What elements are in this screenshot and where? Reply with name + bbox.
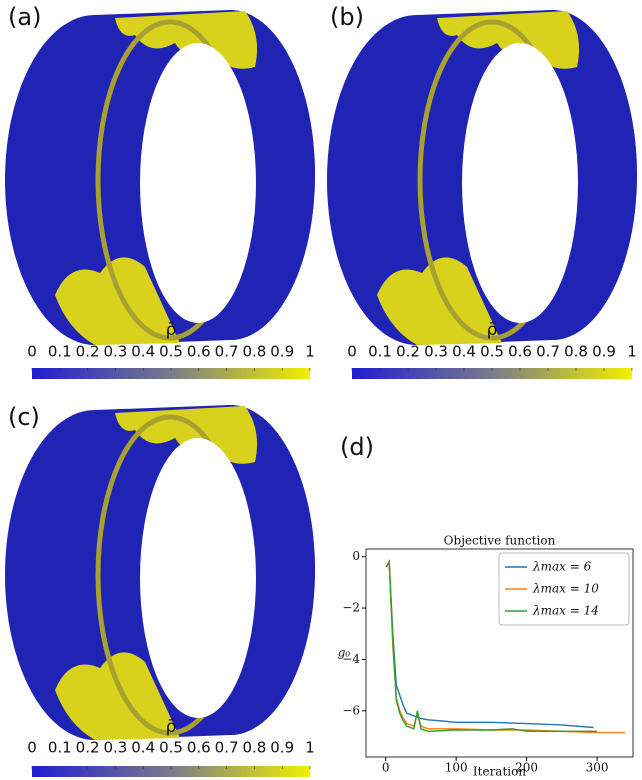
chart-title: Objective function: [444, 534, 556, 548]
y-tick-label: −4: [342, 652, 360, 666]
colorbar-tick-label: 0.8: [242, 739, 266, 757]
colorbar-tick-label: 0.7: [536, 343, 560, 361]
panel-label: (c): [8, 403, 40, 431]
x-tick-label: 300: [586, 761, 609, 775]
x-tick-label: 200: [515, 761, 538, 775]
colorbar-tick-label: 0: [27, 739, 37, 757]
colorbar-tick-label: 0.6: [187, 343, 211, 361]
y-tick-label: −2: [342, 601, 360, 615]
colorbar-tick-label: 0.2: [396, 343, 420, 361]
y-tick-label: −6: [342, 703, 360, 717]
colorbar-tick-label: 0.8: [564, 343, 588, 361]
colorbar-tick-label: 0.7: [215, 343, 239, 361]
colorbar-tick-label: 0.4: [131, 739, 155, 757]
colorbar-tick-label: 0: [347, 343, 357, 361]
colorbar-tick-label: 1: [627, 343, 637, 361]
colorbar-tick-label: 0.9: [592, 343, 616, 361]
y-tick-label: 0: [352, 549, 360, 563]
colorbar-label: ρ̄: [166, 717, 177, 737]
colorbar-tick-label: 0.1: [368, 343, 392, 361]
colorbar-tick-label: 0.4: [452, 343, 476, 361]
panel-label: (d): [340, 433, 374, 461]
colorbar-tick-label: 0.6: [187, 739, 211, 757]
colorbar-tick-label: 0.3: [103, 343, 127, 361]
colorbar-tick-label: 1: [305, 343, 315, 361]
colorbar-tick-label: 0.1: [48, 343, 72, 361]
colorbar-tick-label: 0.5: [480, 343, 504, 361]
colorbar-tick-label: 0.2: [76, 739, 100, 757]
colorbar-tick-label: 0.3: [103, 739, 127, 757]
legend-label: λmax = 10: [532, 582, 599, 596]
legend-label: λmax = 6: [532, 560, 592, 574]
colorbar-label: ρ̄: [487, 320, 498, 340]
page: (a) (b) (c) (d) ρ̄00.10.20.30.40.50.60.7…: [0, 0, 642, 780]
colorbar-tick-label: 0.5: [159, 739, 183, 757]
x-tick-label: 0: [382, 761, 390, 775]
figure: (a) (b) (c) (d) ρ̄00.10.20.30.40.50.60.7…: [0, 0, 642, 780]
colorbar-tick-label: 0.6: [508, 343, 532, 361]
panel-label: (b): [330, 3, 364, 31]
colorbar-tick-label: 0.4: [131, 343, 155, 361]
colorbar-tick-label: 0.8: [242, 343, 266, 361]
colorbar-tick-label: 0.5: [159, 343, 183, 361]
colorbar-tick-label: 0.9: [270, 739, 294, 757]
colorbar-tick-label: 0.7: [215, 739, 239, 757]
colorbar-label: ρ̄: [166, 320, 177, 340]
colorbar-tick-label: 0.3: [424, 343, 448, 361]
colorbar-tick-label: 0.1: [48, 739, 72, 757]
colorbar-tick-label: 0.2: [76, 343, 100, 361]
x-tick-label: 100: [445, 761, 468, 775]
cylinder-render: [327, 10, 637, 345]
colorbar-tick-label: 0: [27, 343, 37, 361]
colorbar-tick-label: 0.9: [270, 343, 294, 361]
legend-label: λmax = 14: [532, 604, 599, 618]
cylinder-render: [5, 405, 315, 740]
colorbar-tick-label: 1: [305, 739, 315, 757]
cylinder-render: [5, 10, 315, 345]
panel-label: (a): [8, 3, 41, 31]
